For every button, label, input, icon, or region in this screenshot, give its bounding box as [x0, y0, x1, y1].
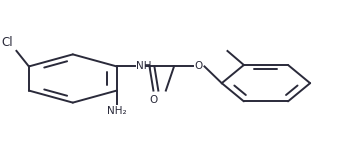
- Text: O: O: [194, 61, 203, 71]
- Text: NH₂: NH₂: [107, 106, 127, 116]
- Text: Cl: Cl: [2, 36, 13, 49]
- Text: O: O: [149, 95, 157, 105]
- Text: NH: NH: [136, 61, 152, 71]
